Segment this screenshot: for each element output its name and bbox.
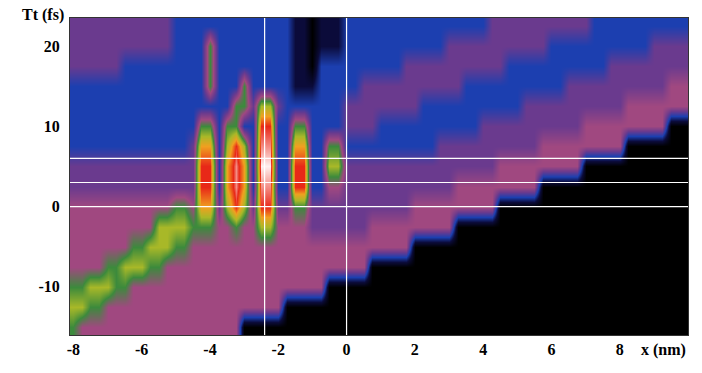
svg-text:2: 2 (411, 341, 419, 358)
svg-text:6: 6 (547, 341, 555, 358)
svg-text:10: 10 (44, 118, 60, 135)
svg-text:4: 4 (479, 341, 487, 358)
svg-text:0: 0 (343, 341, 351, 358)
svg-text:20: 20 (44, 38, 60, 55)
svg-text:-10: -10 (38, 278, 59, 295)
svg-text:-2: -2 (272, 341, 285, 358)
svg-text:0: 0 (52, 198, 60, 215)
svg-text:Tt (fs): Tt (fs) (22, 6, 64, 24)
svg-text:x (nm): x (nm) (641, 341, 686, 359)
svg-text:-8: -8 (67, 341, 80, 358)
svg-text:8: 8 (616, 341, 624, 358)
svg-text:-6: -6 (135, 341, 148, 358)
svg-text:-4: -4 (203, 341, 216, 358)
